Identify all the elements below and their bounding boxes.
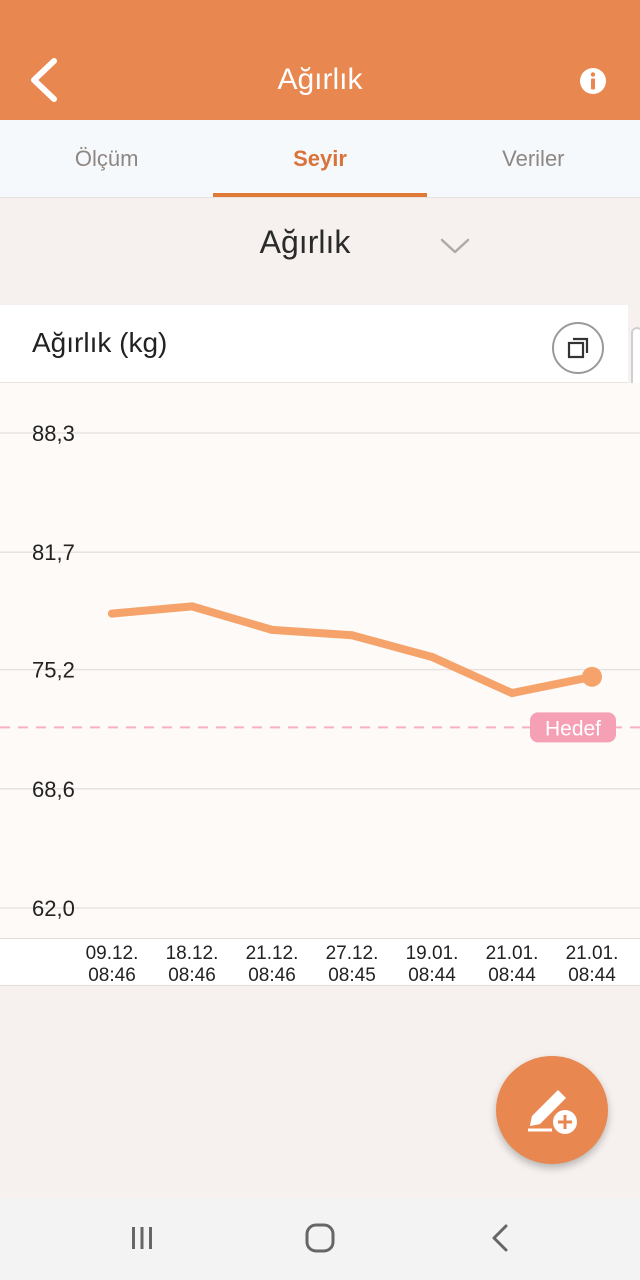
series-line: [108, 602, 596, 698]
goal-badge: [530, 712, 616, 743]
info-button[interactable]: [570, 61, 616, 101]
tab-data[interactable]: Veriler: [502, 146, 565, 171]
tab-bar: Ölçüm Seyir Veriler: [0, 120, 640, 198]
y-tick-label: 75,2: [32, 658, 75, 683]
x-tick-label-date: 21.12.: [246, 943, 299, 964]
add-entry-button[interactable]: [496, 1056, 608, 1164]
data-point: [428, 652, 436, 661]
info-icon: [580, 68, 606, 94]
x-tick-label-time: 08:46: [248, 965, 296, 986]
data-point: [582, 666, 602, 687]
data-point: [108, 609, 116, 618]
x-axis-labels: 09.12.08:4618.12.08:4621.12.08:4627.12.0…: [86, 943, 619, 986]
x-tick-label-date: 27.12.: [326, 943, 379, 964]
goal-label: Hedef: [545, 717, 601, 740]
metric-selector-label: Ağırlık: [259, 224, 351, 260]
y-tick-label: 88,3: [32, 421, 75, 446]
x-tick-label-date: 09.12.: [86, 943, 139, 964]
data-point: [348, 631, 356, 640]
x-tick-label-date: 21.01.: [566, 943, 619, 964]
x-tick-label-date: 19.01.: [406, 943, 459, 964]
recent-apps-icon: [132, 1227, 152, 1249]
weight-chart: 88,3 81,7 75,2 68,6 62,0 Hedef: [0, 421, 640, 921]
x-tick-label-time: 08:44: [408, 965, 456, 986]
home-button[interactable]: [300, 1220, 340, 1256]
expand-icon: [567, 337, 589, 359]
x-tick-label-time: 08:46: [168, 965, 216, 986]
x-tick-label-time: 08:45: [328, 965, 376, 986]
home-icon: [305, 1223, 335, 1253]
metric-selector[interactable]: Ağırlık: [0, 198, 640, 302]
recent-apps-button[interactable]: [122, 1220, 162, 1256]
edit-add-icon: [528, 1090, 577, 1134]
back-icon: [492, 1224, 508, 1252]
x-tick-label-time: 08:44: [488, 965, 536, 986]
system-back-button[interactable]: [482, 1220, 518, 1256]
x-axis: 09.12. 08:46 18.12. 08:46 21.12. 08:46 27.12. 0…: [0, 938, 640, 986]
data-point: [188, 602, 196, 611]
y-tick-label: 68,6: [32, 777, 75, 802]
x-tick-label-time: 08:46: [88, 965, 136, 986]
chart-header: Ağırlık (kg): [0, 305, 628, 383]
tab-measurement[interactable]: Ölçüm: [74, 146, 139, 171]
x-tick-label-date: 18.12.: [166, 943, 219, 964]
system-nav-bar: [0, 1198, 640, 1280]
app-bar: Ağırlık: [0, 0, 640, 120]
back-button[interactable]: [18, 52, 68, 108]
chart-area: 88,3 81,7 75,2 68,6 62,0 Hedef: [0, 383, 640, 939]
data-point: [268, 625, 276, 634]
y-tick-label: 81,7: [32, 540, 75, 565]
x-tick-label-time: 08:44: [568, 965, 616, 986]
tab-trend[interactable]: Seyir: [213, 120, 427, 197]
chevron-left-icon: [31, 58, 57, 102]
x-tick-label-date: 21.01.: [486, 943, 539, 964]
y-tick-label: 62,0: [32, 896, 75, 921]
chart-title: Ağırlık (kg): [32, 327, 168, 358]
page-title: Ağırlık: [277, 63, 363, 96]
expand-button[interactable]: [552, 322, 604, 374]
data-point: [508, 689, 516, 698]
chevron-down-icon: [440, 238, 470, 254]
